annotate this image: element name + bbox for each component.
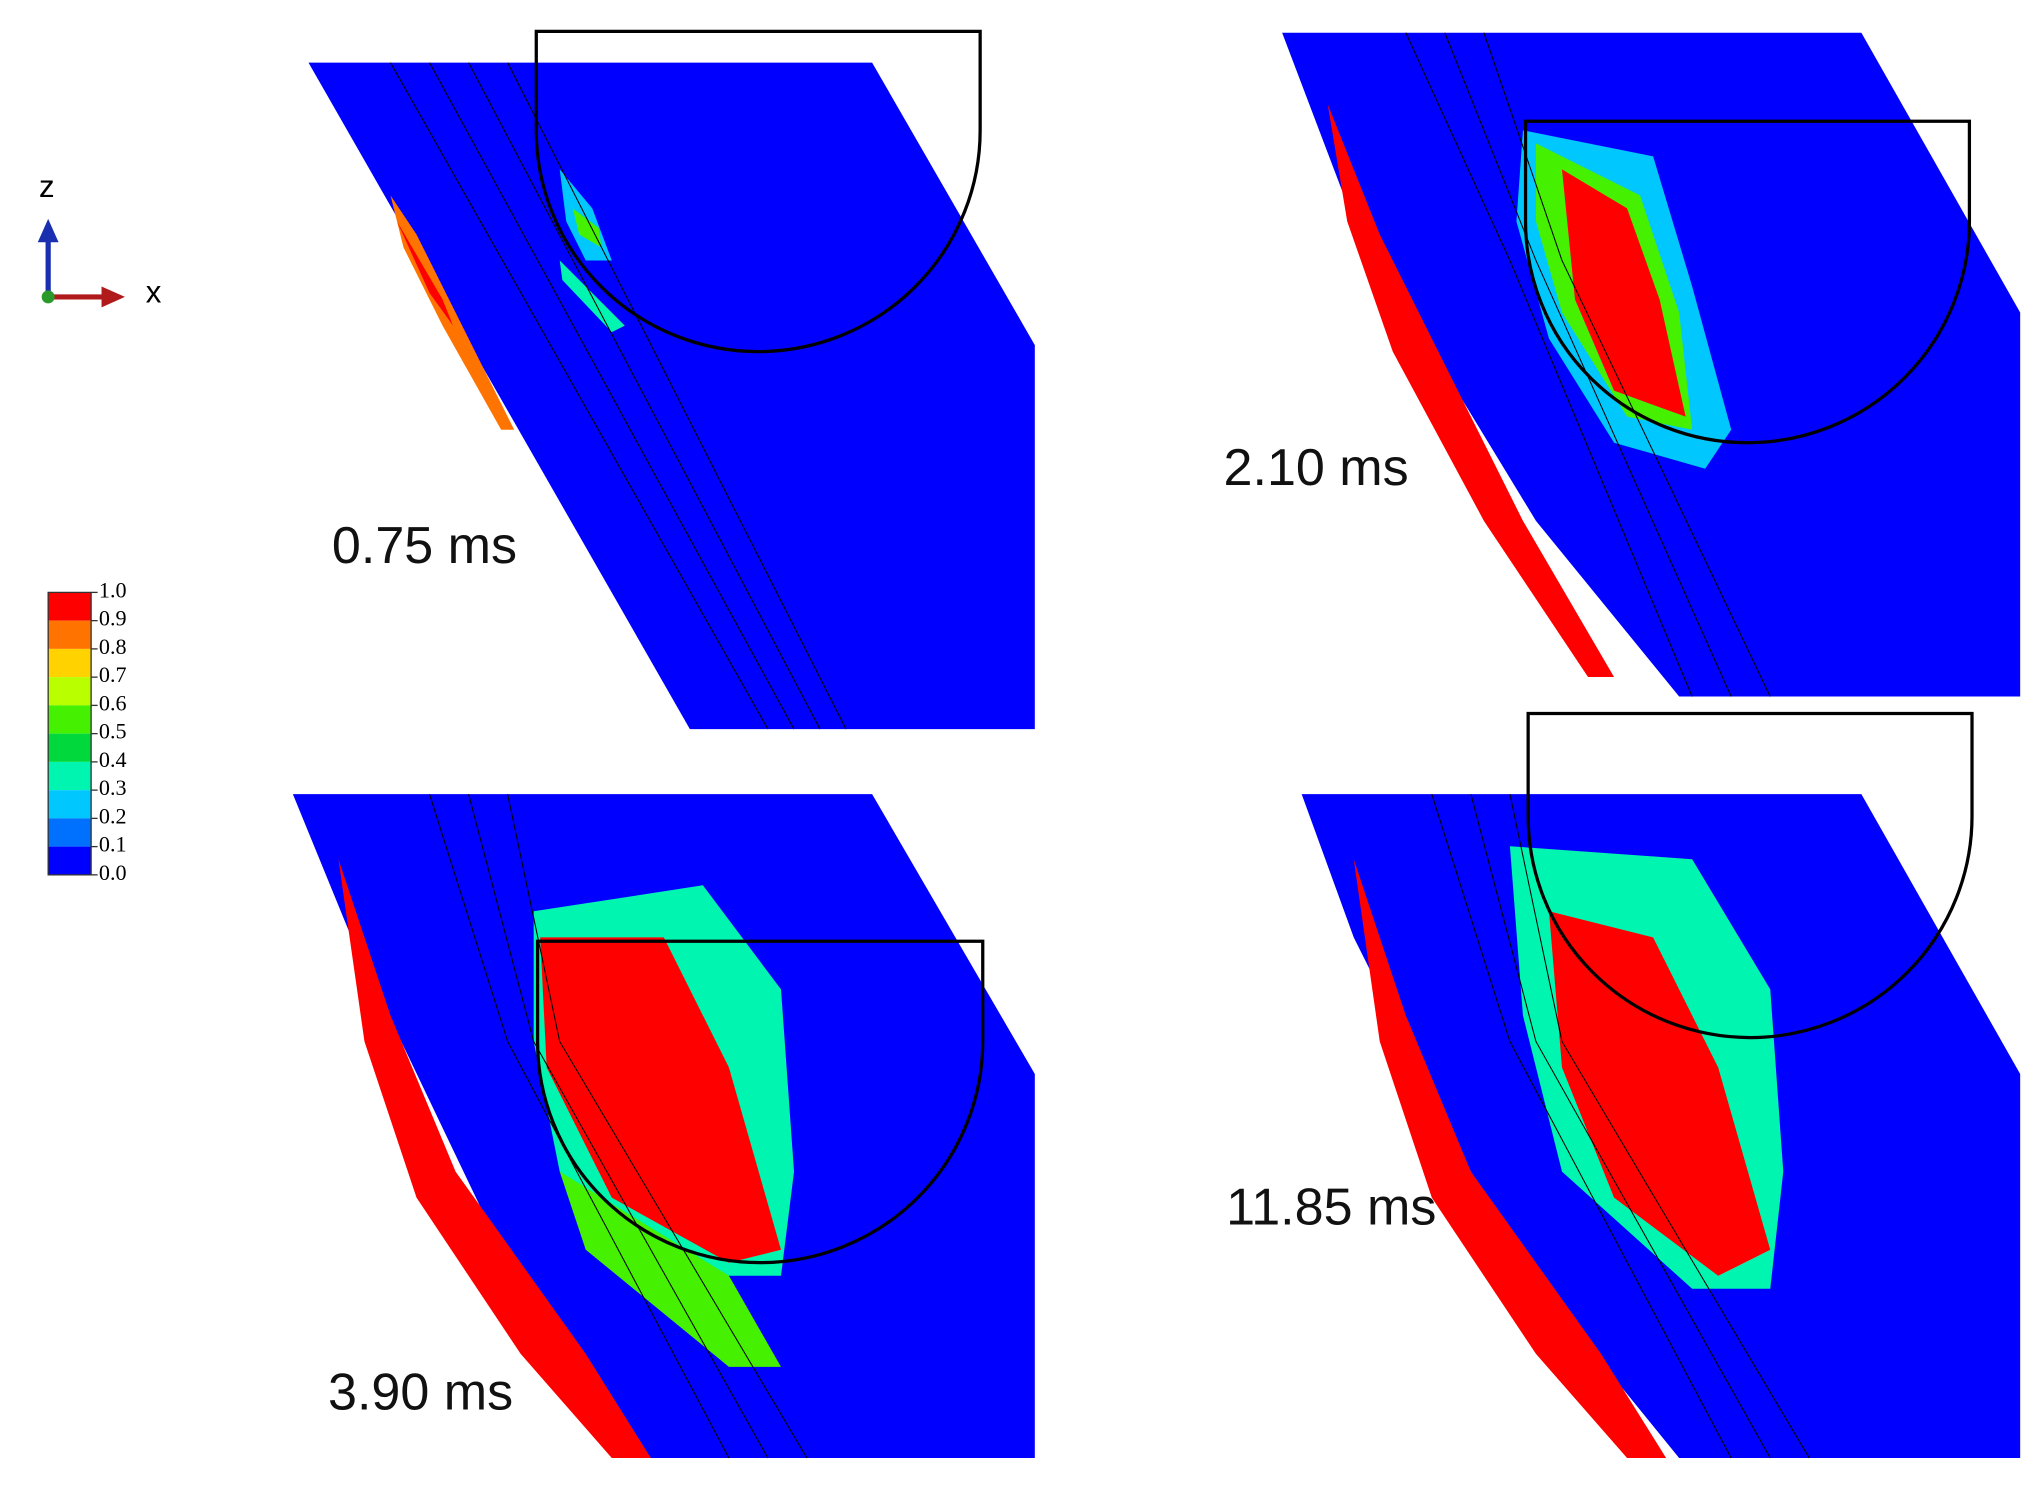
legend-tick-label: 0.1 — [99, 832, 127, 857]
legend-tick-label: 0.6 — [99, 690, 127, 715]
panel: 3.90 ms — [292, 794, 1035, 1459]
legend-swatch — [48, 592, 92, 621]
legend-swatch — [48, 818, 92, 847]
legend-swatch — [48, 733, 92, 762]
x-label: x — [146, 275, 162, 310]
legend-swatch — [48, 790, 92, 819]
legend-tick-label: 0.3 — [99, 775, 127, 800]
legend-tick-label: 0.2 — [99, 803, 127, 828]
panel: 11.85 ms — [1226, 711, 2021, 1459]
legend-tick-label: 0.9 — [99, 606, 127, 631]
legend-swatch — [48, 677, 92, 706]
panel-label: 3.90 ms — [328, 1363, 513, 1421]
z-label: z — [39, 169, 55, 204]
legend-swatch — [48, 648, 92, 678]
legend-swatch — [48, 761, 92, 791]
legend-swatch — [48, 620, 92, 649]
legend: 1.0 0.9 0.8 0.7 0.6 0.5 0.4 0.3 0.2 0.1 0.0 — [47, 577, 127, 885]
legend-swatch — [48, 846, 92, 875]
legend-tick-label: 0.7 — [99, 662, 127, 687]
legend-tick-label: 0.8 — [99, 634, 127, 659]
axis-triad: z x — [37, 169, 162, 310]
legend-tick-label: 0.0 — [99, 860, 127, 885]
panel-label: 2.10 ms — [1224, 439, 1409, 497]
panel: 2.10 ms — [1224, 32, 2021, 697]
legend-tick-label: 0.4 — [99, 747, 127, 772]
panel-label: 11.85 ms — [1226, 1178, 1436, 1236]
panel: 0.75 ms — [308, 29, 1035, 730]
legend-tick-label: 0.5 — [99, 719, 127, 744]
panel-label: 0.75 ms — [332, 517, 517, 575]
legend-tick-label: 1.0 — [99, 577, 127, 602]
legend-swatch — [48, 705, 92, 734]
